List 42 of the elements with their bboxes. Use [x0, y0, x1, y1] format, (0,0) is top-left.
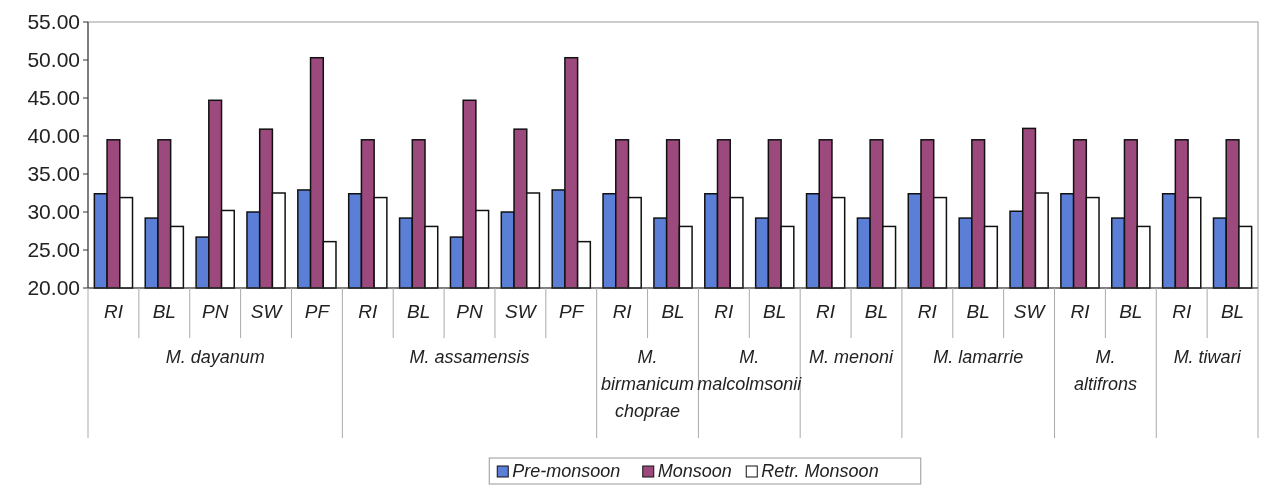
legend-label: Monsoon: [657, 461, 732, 481]
x-tick-label: RI: [816, 301, 836, 322]
x-tick-label: RI: [917, 301, 938, 322]
text: M. menoni: [809, 347, 895, 367]
x-tick-label: SW: [505, 301, 538, 322]
x-tick-label: RI: [103, 301, 124, 322]
x-tick-label: BL: [966, 301, 990, 322]
y-tick-label: 45.00: [27, 86, 80, 110]
legend-label: Retr. Monsoon: [761, 461, 879, 481]
y-tick-label: 40.00: [27, 124, 80, 148]
x-tick-label: SW: [1013, 301, 1047, 322]
x-tick-label: RI: [612, 301, 633, 322]
legend-label: Pre-monsoon: [512, 461, 621, 481]
x-tick-label: PF: [559, 301, 585, 322]
y-tick-label: 55.00: [27, 10, 80, 34]
x-tick-label: BL: [1220, 301, 1245, 322]
y-tick-label: 35.00: [27, 162, 80, 186]
x-tick-label: RI: [714, 301, 735, 322]
text: M. lamarrie: [933, 347, 1024, 367]
text: M. dayanum: [165, 347, 265, 367]
y-tick-label: 30.00: [27, 200, 80, 224]
y-tick-label: 20.00: [27, 276, 80, 300]
x-tick-label: BL: [1119, 301, 1143, 322]
x-tick-label: BL: [763, 301, 787, 322]
text: M. altifrons: [1073, 347, 1137, 394]
y-tick-label: 25.00: [27, 238, 80, 262]
x-tick-label: PN: [456, 301, 483, 322]
text: M. tiwari: [1173, 347, 1242, 367]
x-tick-label: BL: [152, 301, 176, 322]
x-tick-label: PN: [201, 301, 229, 322]
x-tick-label: PF: [304, 301, 331, 322]
text: M. birmanicum choprae: [601, 347, 695, 421]
x-tick-label: RI: [1172, 301, 1192, 322]
y-tick-label: 50.00: [27, 48, 80, 72]
x-tick-label: SW: [250, 301, 284, 322]
x-tick-label: BL: [661, 301, 685, 322]
x-tick-label: RI: [358, 301, 378, 322]
x-tick-label: BL: [864, 301, 889, 322]
x-tick-label: RI: [1070, 301, 1091, 322]
text: M. assamensis: [409, 347, 530, 367]
text: M. malcolmsonii: [697, 347, 803, 394]
x-tick-label: BL: [407, 301, 431, 322]
